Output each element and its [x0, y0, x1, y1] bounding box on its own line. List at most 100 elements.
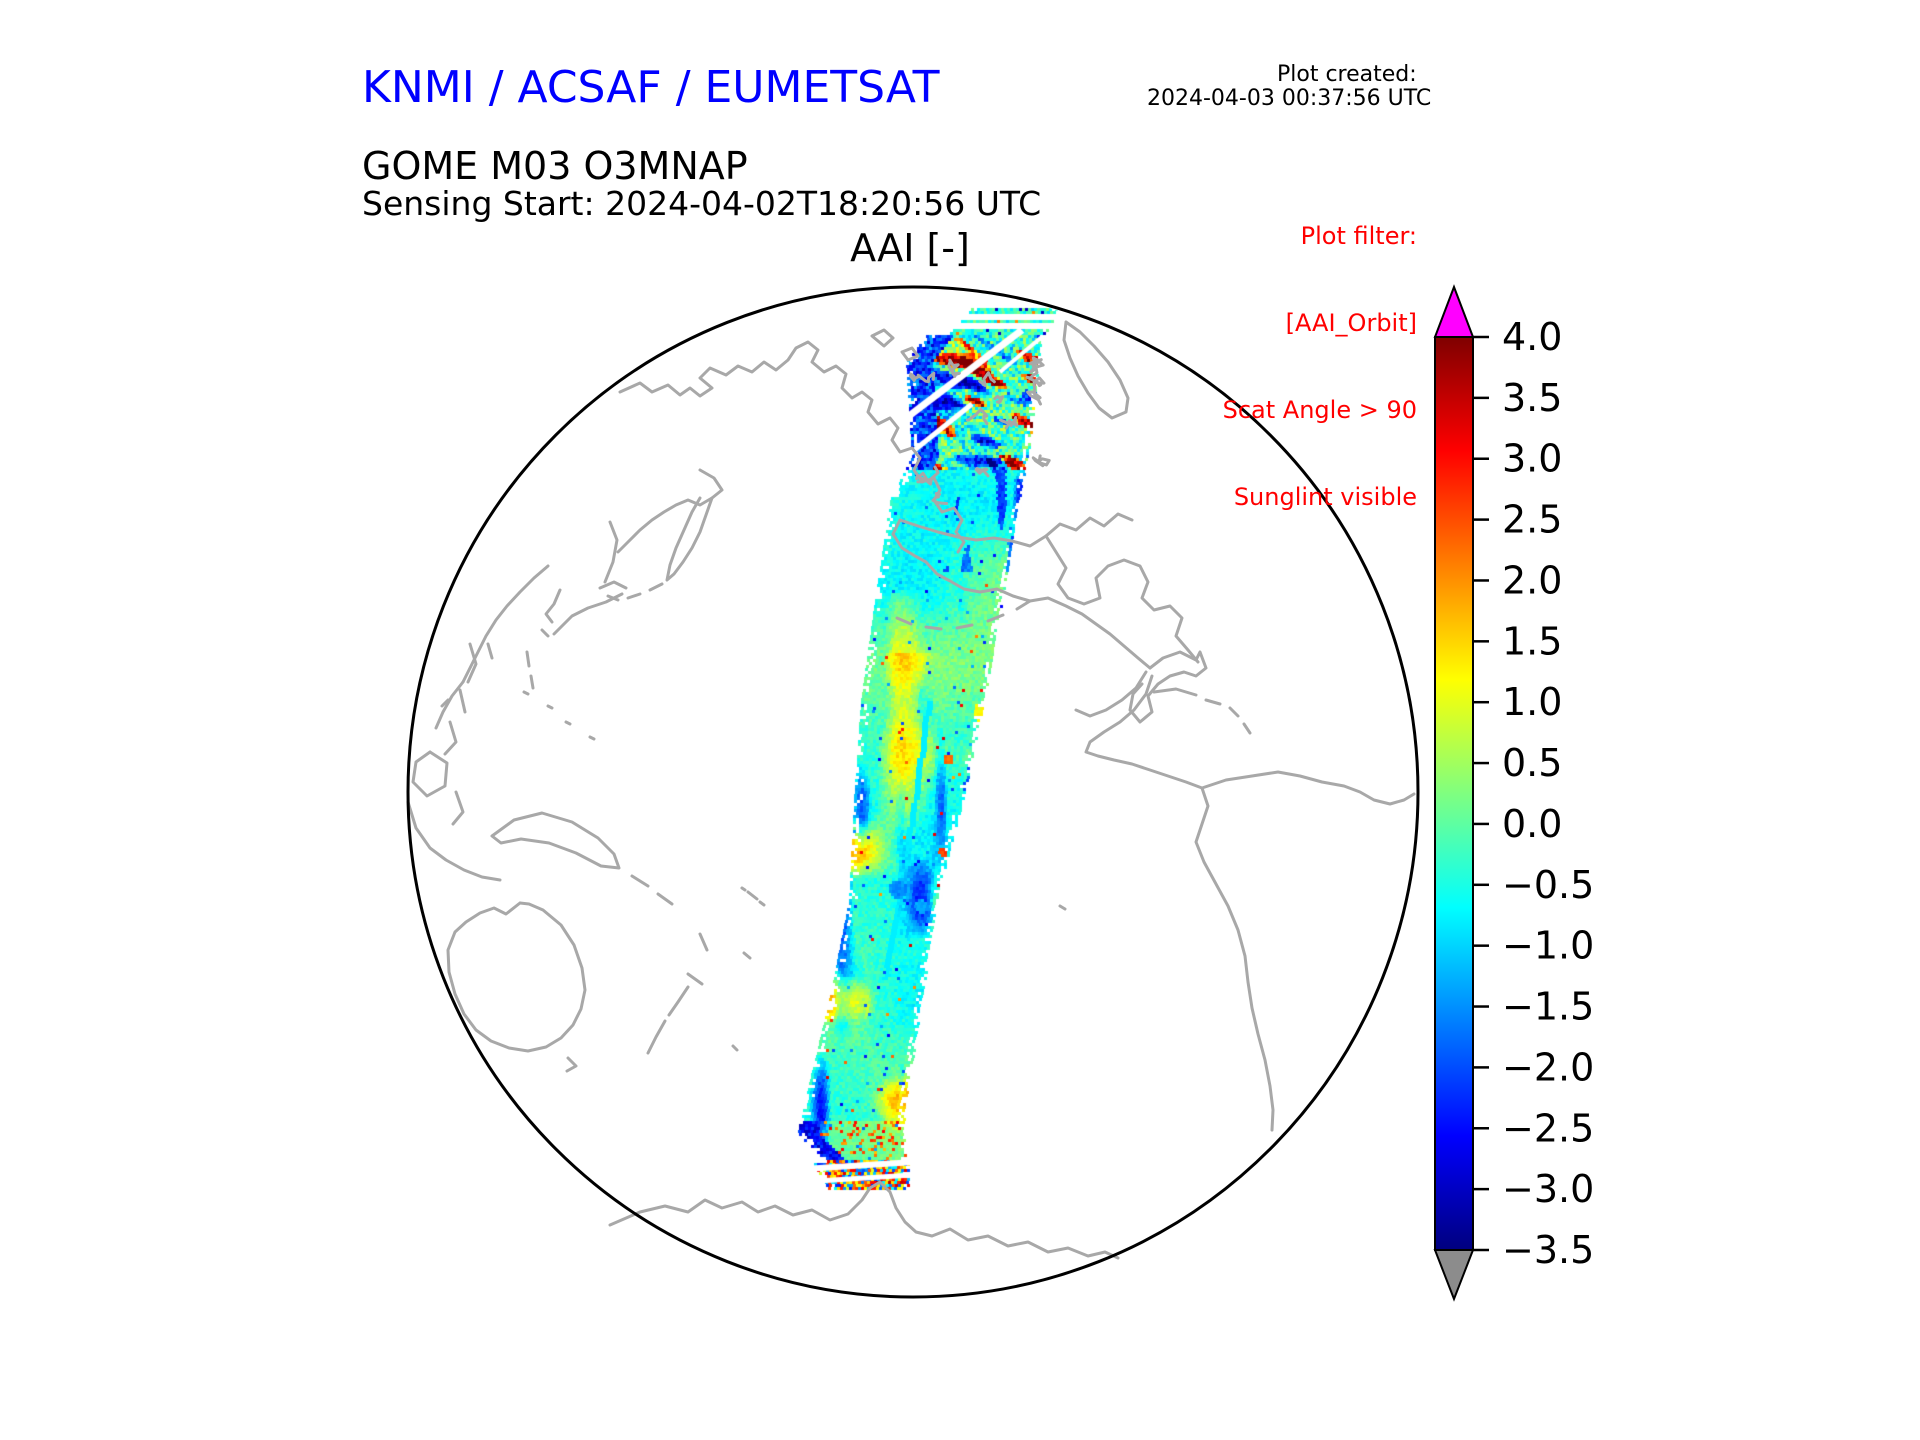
colorbar-under-arrow: [1433, 1249, 1475, 1302]
coastline-path: [698, 932, 709, 952]
plot-filter-block: Plot filter: [AAI_Orbit] Scat Angle > 90…: [1223, 164, 1417, 570]
coastline-path: [1028, 356, 1045, 374]
coastline-path: [999, 415, 1019, 430]
coastline-path: [740, 886, 747, 892]
coastline-path: [451, 790, 465, 826]
plot-filter-line: Plot filter:: [1300, 222, 1417, 250]
coastline-path: [646, 1019, 667, 1055]
coastline-path: [411, 750, 449, 798]
coastline-path: [564, 720, 572, 726]
coastline-path: [1028, 596, 1152, 670]
coastline-path: [608, 1180, 1120, 1260]
coastline-path: [443, 720, 458, 756]
coastline-path: [742, 951, 752, 960]
coastline-path: [546, 704, 554, 710]
coastline-path: [931, 491, 949, 505]
coastline-path: [1026, 382, 1042, 406]
coastline-path: [924, 625, 943, 631]
coastline-path: [656, 892, 674, 906]
colorbar-tick-label: 3.0: [1502, 437, 1562, 481]
coastline-path: [895, 616, 913, 626]
coastline-path: [898, 512, 1134, 548]
colorbar: 4.0 3.5 3.0 2.5 2.0 1.5 1.0 0.5 0.0 −0.5 −1.0 −1.5 −…: [1433, 284, 1594, 1302]
coastline-path: [955, 623, 974, 630]
coastline-path: [616, 468, 724, 554]
coastline-path: [1015, 599, 1032, 611]
coastline-path: [626, 592, 642, 600]
plot-filter-line: Scat Angle > 90: [1222, 396, 1417, 424]
coastline-path: [565, 1056, 578, 1073]
coastline-path: [891, 518, 1032, 603]
coastline-path: [1058, 904, 1067, 911]
coastline-path: [667, 985, 690, 1017]
colorbar-ticks: 4.0 3.5 3.0 2.5 2.0 1.5 1.0 0.5 0.0 −0.5 −1.0 −1.5 −…: [1473, 315, 1594, 1272]
map-title: AAI [-]: [850, 226, 970, 270]
coastline-path: [1025, 365, 1046, 388]
coastline-path: [1200, 770, 1416, 806]
coastline-path: [440, 698, 450, 708]
coastline-path: [974, 466, 990, 478]
coastline-path: [598, 580, 628, 590]
colorbar-tick-label: −1.0: [1502, 924, 1594, 968]
coastline-path: [552, 592, 624, 636]
coastline-path: [731, 1044, 739, 1052]
colorbar-tick-label: 1.5: [1502, 619, 1562, 663]
coastline-path: [618, 340, 966, 554]
coastline-path: [630, 874, 650, 888]
coastline-path: [1228, 706, 1240, 718]
coastline-path: [529, 674, 535, 690]
coastline-path: [686, 972, 704, 986]
colorbar-over-arrow: [1433, 284, 1475, 338]
plot-created-timestamp: 2024-04-03 00:37:56 UTC: [1147, 86, 1432, 111]
colorbar-tick-label: −2.0: [1502, 1045, 1594, 1089]
sensing-start-time: Sensing Start: 2024-04-02T18:20:56 UTC: [362, 184, 1042, 223]
colorbar-tick-label: 0.0: [1502, 802, 1562, 846]
coastline-path: [870, 328, 895, 348]
plot-filter-line: Sunglint visible: [1233, 483, 1417, 511]
coastline-path: [490, 811, 621, 870]
coastline-path: [446, 901, 587, 1053]
colorbar-tick-label: 4.0: [1502, 315, 1562, 359]
coastline-path: [522, 690, 530, 696]
coastline-path: [947, 358, 961, 378]
colorbar-tick-label: −2.5: [1502, 1106, 1594, 1150]
colorbar-tick-label: 2.5: [1502, 498, 1562, 542]
colorbar-tick-label: −1.5: [1502, 985, 1594, 1029]
coastline-path: [525, 650, 531, 668]
coastline-path: [965, 407, 989, 426]
colorbar-tick-label: −0.5: [1502, 863, 1594, 907]
coastline-path: [603, 520, 619, 584]
coastline-path: [1074, 670, 1148, 718]
colorbar-tick-label: 1.0: [1502, 680, 1562, 724]
coastline-path: [461, 564, 550, 684]
colorbar-tick-label: 3.5: [1502, 376, 1562, 420]
globe-outline-circle: [406, 285, 1420, 1299]
coastline-path: [486, 642, 494, 660]
coastline-path: [1031, 454, 1051, 468]
coastline-path: [978, 371, 996, 387]
coastline-path: [648, 582, 664, 592]
coastline-path: [1128, 650, 1208, 724]
coastline-path: [1044, 534, 1200, 664]
coastline-path: [1084, 674, 1204, 790]
coastline-path: [993, 394, 1005, 404]
colorbar-tick-label: −3.0: [1502, 1167, 1594, 1211]
coastline-path: [540, 628, 550, 638]
product-title: GOME M03 O3MNAP: [362, 144, 748, 188]
coastline-path: [758, 900, 766, 907]
coastline-path: [588, 735, 596, 741]
coastline-path: [1062, 320, 1130, 420]
plot-created-label: Plot created:: [1277, 62, 1417, 87]
coastline-path: [908, 371, 936, 384]
colorbar-tick-label: 2.0: [1502, 558, 1562, 602]
coastline-path: [1194, 786, 1275, 1132]
coastline-path: [434, 680, 465, 730]
coastline-path: [1152, 687, 1198, 697]
coastline-path: [900, 346, 920, 362]
colorbar-tick-label: −3.5: [1502, 1228, 1594, 1272]
agency-title: KNMI / ACSAF / EUMETSAT: [362, 62, 940, 113]
coastline-path: [406, 800, 502, 882]
coastlines-layer: [406, 320, 1416, 1260]
